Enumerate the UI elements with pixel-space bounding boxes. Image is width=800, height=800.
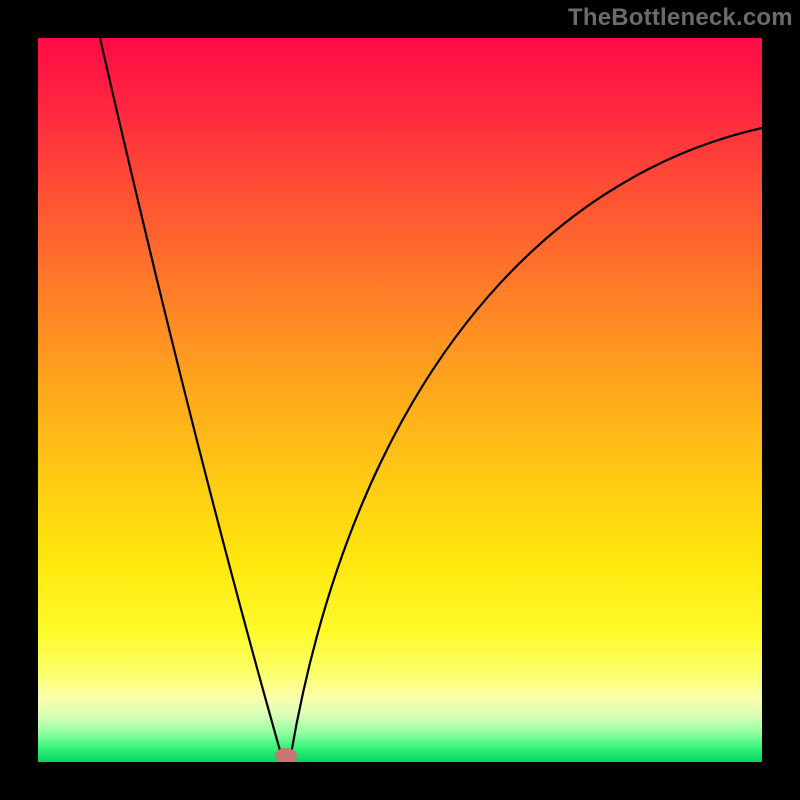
chart-stage: TheBottleneck.com (0, 0, 800, 800)
curve-right-branch (291, 128, 762, 754)
curve-left-branch (100, 38, 281, 754)
watermark-text: TheBottleneck.com (568, 4, 793, 32)
bottleneck-curve (38, 38, 762, 762)
minimum-marker (275, 748, 297, 762)
plot-area (38, 38, 762, 762)
